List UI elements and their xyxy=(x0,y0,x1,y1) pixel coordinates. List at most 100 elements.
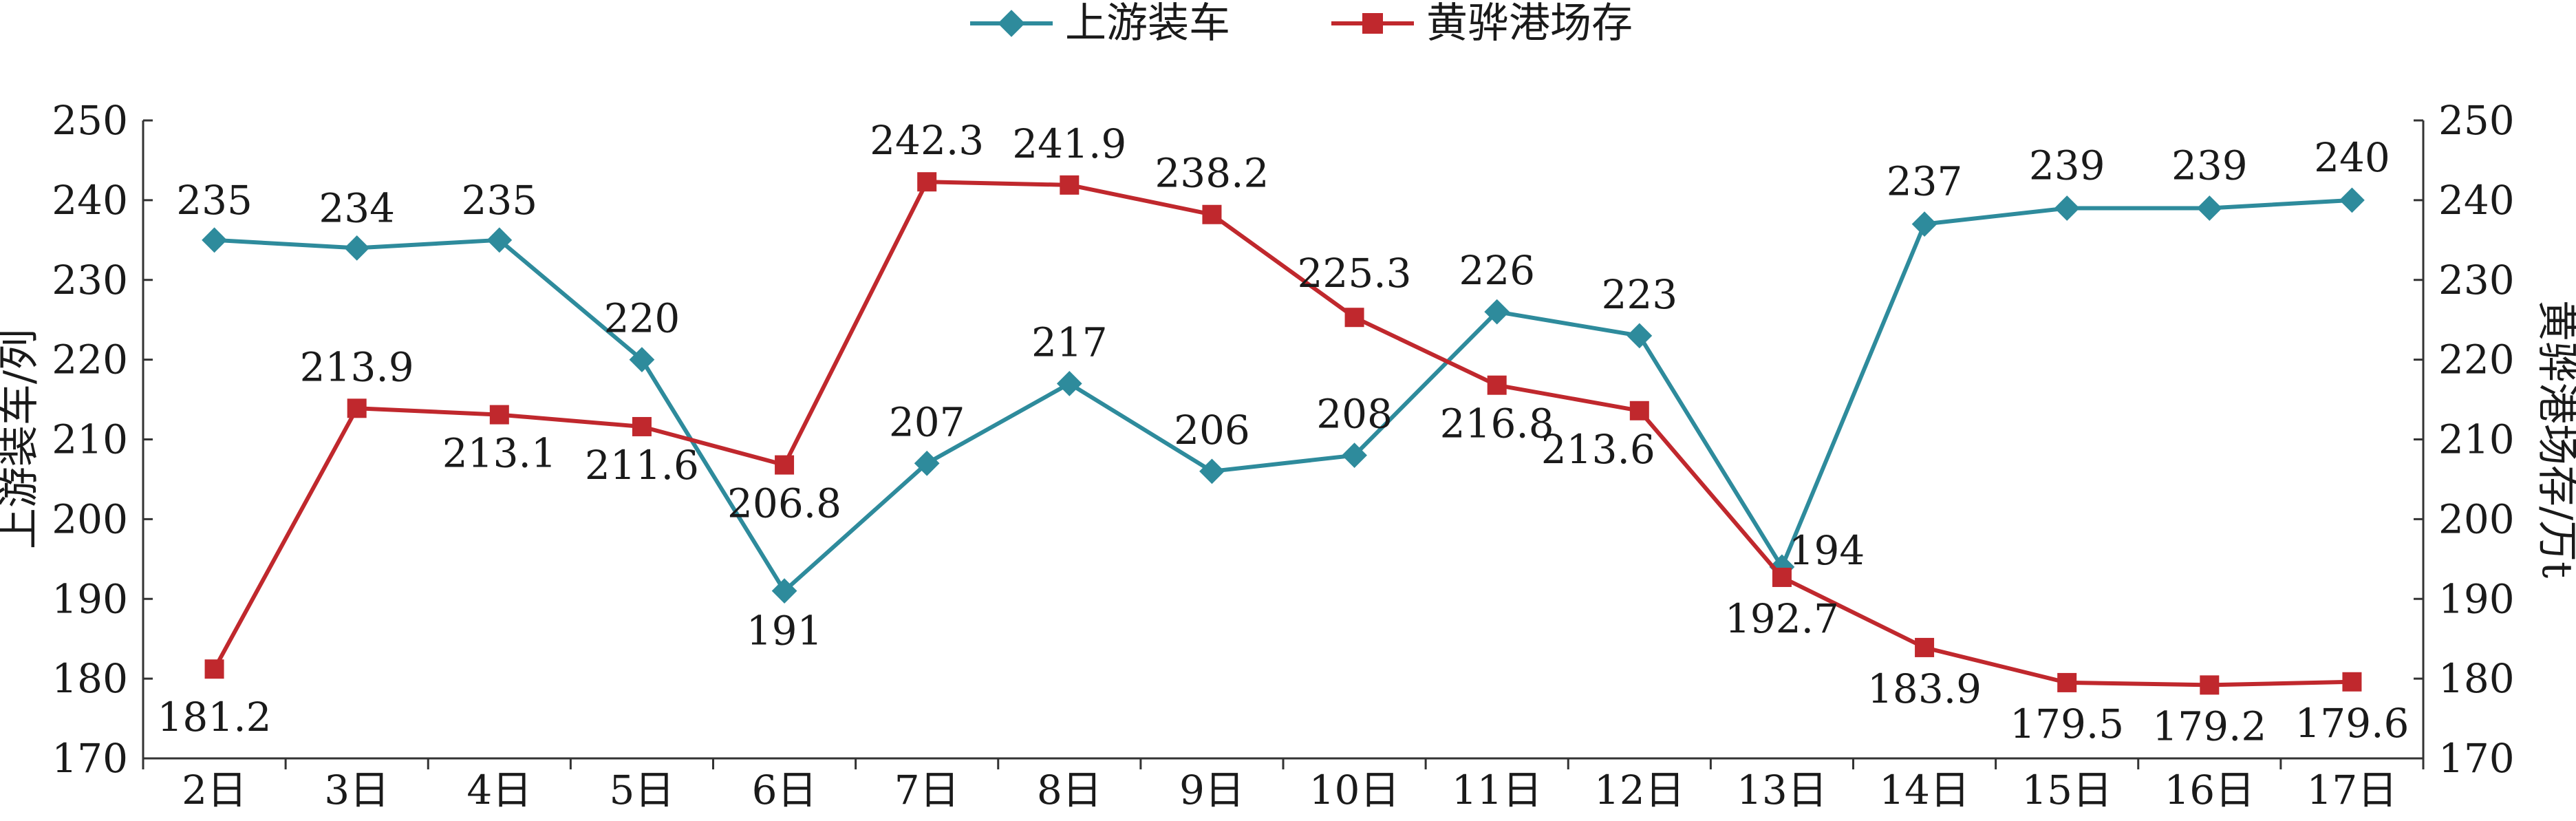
port-stock-data-label: 206.8 xyxy=(727,480,841,527)
port-stock-point xyxy=(1060,175,1080,195)
port-stock-data-label: 213.6 xyxy=(1541,426,1655,473)
upstream-point xyxy=(1627,323,1653,349)
port-stock-data-label: 179.6 xyxy=(2295,700,2409,747)
upstream-data-label: 217 xyxy=(1031,319,1108,365)
upstream-point xyxy=(344,235,370,261)
port-stock-point xyxy=(2342,672,2362,692)
x-tick-label: 14日 xyxy=(1879,767,1970,813)
upstream-data-label: 208 xyxy=(1316,391,1393,438)
right-y-tick-label: 230 xyxy=(2438,257,2515,303)
port-stock-data-label: 179.2 xyxy=(2152,703,2266,749)
upstream-data-label: 235 xyxy=(461,177,537,224)
left-y-tick-label: 190 xyxy=(52,575,128,622)
upstream-data-label: 240 xyxy=(2314,134,2390,181)
right-y-tick-label: 250 xyxy=(2438,97,2515,144)
legend-marker-port xyxy=(1362,13,1383,34)
upstream-data-label: 194 xyxy=(1789,527,1865,574)
upstream-point xyxy=(771,578,797,604)
upstream-point xyxy=(1911,211,1938,237)
port-stock-point xyxy=(2200,675,2220,695)
upstream-point xyxy=(629,347,655,373)
upstream-point xyxy=(914,450,940,476)
upstream-point xyxy=(1484,299,1510,325)
upstream-data-label: 207 xyxy=(889,398,965,445)
upstream-point xyxy=(1342,443,1367,469)
upstream-data-label: 226 xyxy=(1459,247,1535,294)
upstream-data-label: 234 xyxy=(319,184,395,231)
legend-label-upstream: 上游装车 xyxy=(1065,0,1230,47)
port-stock-data-label: 213.9 xyxy=(300,343,414,390)
legend-label-port: 黄骅港场存 xyxy=(1426,0,1633,47)
x-tick-label: 9日 xyxy=(1179,767,1245,813)
upstream-data-label: 235 xyxy=(176,177,253,224)
port-stock-line xyxy=(212,180,2352,687)
upstream-point xyxy=(1199,458,1225,484)
x-tick-label: 2日 xyxy=(182,767,247,813)
legend-marker-upstream xyxy=(998,10,1025,37)
port-stock-data-label: 192.7 xyxy=(1725,595,1839,642)
upstream-data-label: 237 xyxy=(1887,158,1963,205)
upstream-point xyxy=(1056,371,1082,396)
right-y-tick-label: 210 xyxy=(2438,416,2515,463)
right-y-ticks: 170 180 190 200 210 220 230 240 250 xyxy=(2414,97,2515,782)
x-ticks: 2日 3日 4日 5日 6日 7日 8日 9日 10日 11日 12日 13日 14日 15日 16日 17日 xyxy=(142,758,2425,813)
port-stock-point xyxy=(1772,567,1792,587)
left-y-tick-label: 200 xyxy=(52,495,128,542)
port-stock-data-label: 179.5 xyxy=(2010,701,2124,747)
x-tick-label: 13日 xyxy=(1737,767,1827,813)
port-stock-data-label: 216.8 xyxy=(1440,401,1554,447)
upstream-point xyxy=(202,227,227,253)
upstream-point xyxy=(2339,187,2365,213)
port-stock-data-label: 213.1 xyxy=(442,430,557,477)
port-stock-point xyxy=(204,659,224,679)
port-stock-data-label: 183.9 xyxy=(1867,665,1982,712)
port-stock-point xyxy=(1915,637,1935,657)
right-y-tick-label: 240 xyxy=(2438,177,2515,224)
right-y-tick-label: 170 xyxy=(2438,735,2515,782)
x-tick-label: 17日 xyxy=(2307,767,2398,813)
x-tick-label: 3日 xyxy=(324,767,389,813)
port-stock-data-label: 211.6 xyxy=(585,442,699,489)
port-stock-data-label: 181.2 xyxy=(158,694,272,740)
x-tick-label: 5日 xyxy=(609,767,674,813)
port-stock-point xyxy=(1202,204,1222,224)
port-stock-point xyxy=(1629,401,1649,420)
port-stock-point xyxy=(489,405,509,425)
x-tick-label: 16日 xyxy=(2164,767,2255,813)
x-tick-label: 7日 xyxy=(894,767,960,813)
port-stock-data-label: 242.3 xyxy=(870,117,984,164)
left-y-tick-label: 250 xyxy=(52,97,128,144)
port-stock-data-label: 225.3 xyxy=(1298,250,1412,297)
right-y-tick-label: 190 xyxy=(2438,575,2515,622)
series-layer: 235 234 235 220 191 207 217 206 208 226 223 194 237 2… xyxy=(158,117,2409,749)
x-tick-label: 15日 xyxy=(2021,767,2112,813)
right-y-tick-label: 180 xyxy=(2438,655,2515,702)
x-tick-label: 6日 xyxy=(752,767,817,813)
upstream-point xyxy=(486,227,513,253)
x-tick-label: 11日 xyxy=(1452,767,1543,813)
x-tick-label: 10日 xyxy=(1309,767,1400,813)
left-y-tick-label: 230 xyxy=(52,257,128,303)
port-stock-point xyxy=(632,416,652,436)
series-1: 181.2 213.9 213.1 211.6 206.8 242.3 241.9 238.2… xyxy=(158,117,2409,749)
legend: 上游装车 黄骅港场存 xyxy=(970,0,1633,47)
left-y-ticks: 170 180 190 200 210 220 230 240 250 xyxy=(52,97,153,782)
upstream-data-label: 239 xyxy=(2029,142,2105,189)
port-stock-point xyxy=(775,455,795,475)
left-y-tick-label: 170 xyxy=(52,735,128,782)
upstream-data-label: 239 xyxy=(2171,142,2248,189)
upstream-point xyxy=(2196,195,2222,221)
x-tick-label: 12日 xyxy=(1594,767,1685,813)
left-y-tick-label: 210 xyxy=(52,416,128,463)
upstream-loading-line xyxy=(214,198,2352,593)
left-y-tick-label: 240 xyxy=(52,177,128,224)
upstream-data-label: 220 xyxy=(604,295,680,342)
x-tick-label: 8日 xyxy=(1037,767,1102,813)
port-stock-point xyxy=(1487,375,1507,395)
right-y-tick-label: 220 xyxy=(2438,337,2515,383)
x-tick-label: 4日 xyxy=(466,767,532,813)
upstream-point xyxy=(2054,195,2080,221)
port-stock-data-label: 241.9 xyxy=(1012,120,1126,167)
port-stock-point xyxy=(347,398,367,418)
upstream-data-label: 223 xyxy=(1601,271,1677,318)
